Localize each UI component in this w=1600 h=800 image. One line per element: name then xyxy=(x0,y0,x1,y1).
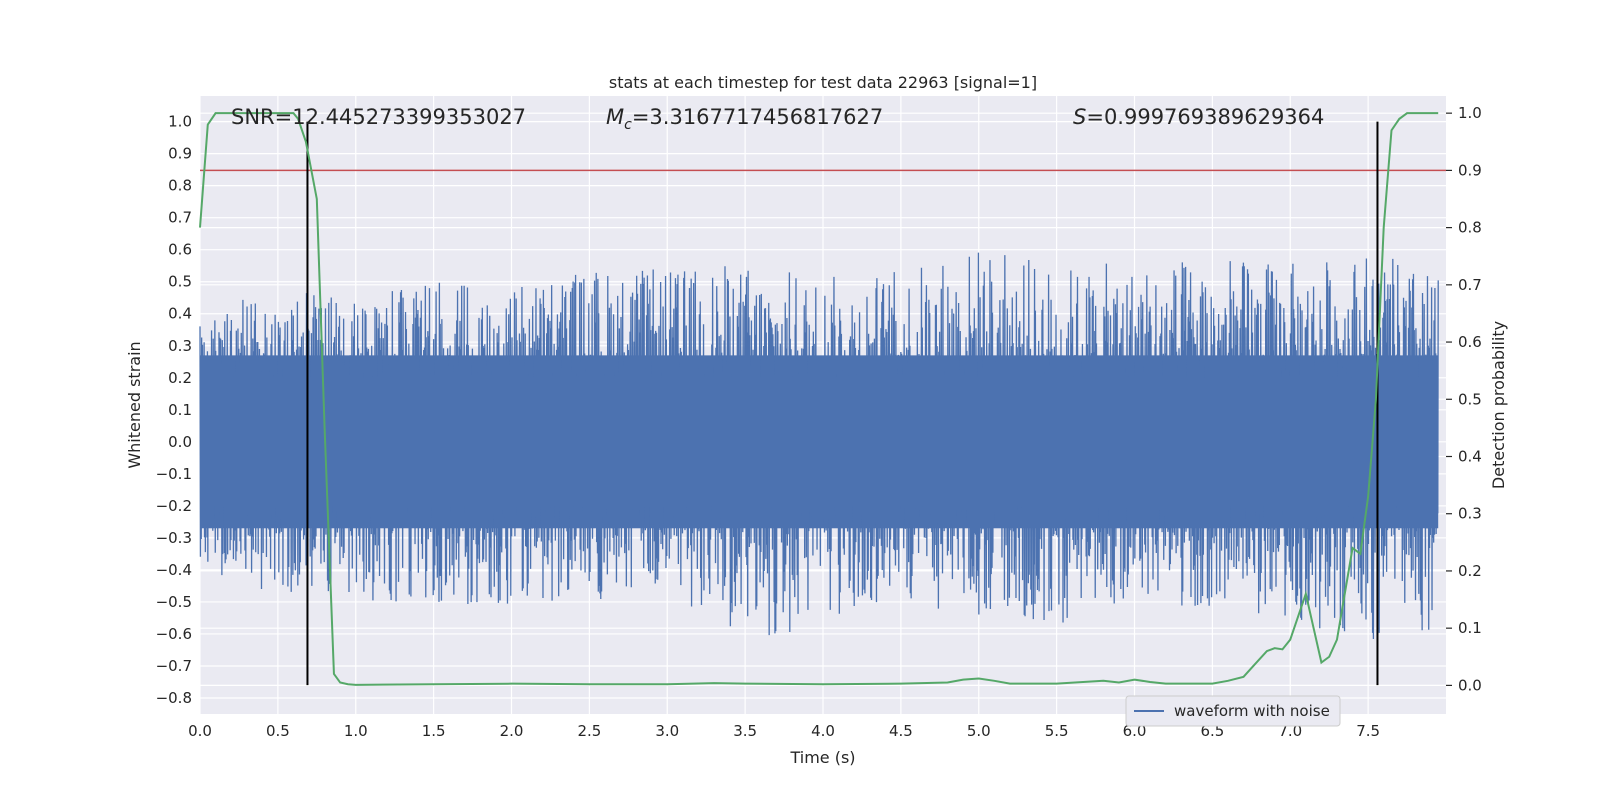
y2-tick-label: 1.0 xyxy=(1458,104,1482,122)
legend-box xyxy=(1125,695,1341,727)
x-tick-label: 5.0 xyxy=(967,722,991,740)
y2-ticks: 1.0 0.9 0.8 0.7 0.6 0.5 0.4 0.3 0.2 0.1 0.0 xyxy=(1446,104,1482,694)
y2-tick-label: 0.1 xyxy=(1458,619,1482,637)
y-tick-label: 0.4 xyxy=(168,305,192,323)
x-ticks: 0.0 0.5 1.0 1.5 2.0 2.5 3.0 3.5 4.0 4.5 5.0 5.5 6.0 6… xyxy=(188,722,1380,740)
y-tick-label: 0.0 xyxy=(168,433,192,451)
x-tick-label: 5.5 xyxy=(1045,722,1069,740)
reference-lines xyxy=(200,121,1446,686)
y2-tick-label: 0.8 xyxy=(1458,219,1482,237)
y-tick-label: 0.2 xyxy=(168,369,192,387)
y-tick-label: −0.5 xyxy=(156,593,192,611)
y-tick-label: 0.9 xyxy=(168,145,192,163)
legend: waveform with noise xyxy=(1125,695,1341,727)
y-tick-label: 0.7 xyxy=(168,209,192,227)
mc-symbol: M xyxy=(606,105,624,129)
snr-annotation: SNR=12.445273399353027 xyxy=(231,105,526,129)
y2-tick-label: 0.3 xyxy=(1458,505,1482,523)
y-tick-label: −0.2 xyxy=(156,497,192,515)
probability-line xyxy=(199,112,1439,686)
x-tick-label: 7.5 xyxy=(1356,722,1380,740)
y-tick-label: −0.6 xyxy=(156,625,192,643)
legend-label-waveform: waveform with noise xyxy=(1174,702,1330,720)
y-tick-label: 0.1 xyxy=(168,401,192,419)
x-tick-label: 4.5 xyxy=(889,722,913,740)
y-ticks: 1.0 0.9 0.8 0.7 0.6 0.5 0.4 0.3 0.2 0.1 0.0 −0.1 −0.… xyxy=(156,113,192,707)
probability-series xyxy=(199,112,1439,686)
x-tick-label: 1.0 xyxy=(344,722,368,740)
y-tick-label: −0.8 xyxy=(156,689,192,707)
x-axis-label: Time (s) xyxy=(789,748,855,767)
y2-tick-label: 0.7 xyxy=(1458,276,1482,294)
y-tick-label: 0.6 xyxy=(168,241,192,259)
x-tick-label: 2.5 xyxy=(577,722,601,740)
y-tick-label: −0.7 xyxy=(156,657,192,675)
x-tick-label: 2.0 xyxy=(500,722,524,740)
x-tick-label: 0.0 xyxy=(188,722,212,740)
y2-tick-label: 0.9 xyxy=(1458,161,1482,179)
x-tick-label: 4.0 xyxy=(811,722,835,740)
s-symbol: S xyxy=(1073,105,1086,129)
mc-subscript: c xyxy=(624,117,632,133)
y-tick-label: 0.3 xyxy=(168,337,192,355)
y2-tick-label: 0.6 xyxy=(1458,333,1482,351)
s-annotation: S=0.999769389629364 xyxy=(1073,105,1324,129)
y2-tick-label: 0.0 xyxy=(1458,676,1482,694)
y-tick-label: 0.8 xyxy=(168,177,192,195)
x-tick-label: 0.5 xyxy=(266,722,290,740)
y-tick-label: −0.3 xyxy=(156,529,192,547)
mc-value: =3.3167717456817627 xyxy=(632,105,883,129)
s-value: =0.999769389629364 xyxy=(1086,105,1324,129)
y2-tick-label: 0.2 xyxy=(1458,562,1482,580)
y2-tick-label: 0.4 xyxy=(1458,448,1482,466)
y-tick-label: 0.5 xyxy=(168,273,192,291)
waveform-line xyxy=(199,252,1439,639)
y2-axis-label: Detection probability xyxy=(1489,321,1508,489)
mc-annotation: Mc=3.3167717456817627 xyxy=(606,105,883,133)
y-tick-label: −0.4 xyxy=(156,561,192,579)
y-tick-label: −0.1 xyxy=(156,465,192,483)
y2-tick-label: 0.5 xyxy=(1458,390,1482,408)
y-axis-label: Whitened strain xyxy=(125,341,144,468)
chart-title: stats at each timestep for test data 229… xyxy=(609,73,1037,92)
waveform-series xyxy=(199,252,1439,639)
x-tick-label: 3.0 xyxy=(655,722,679,740)
x-tick-label: 1.5 xyxy=(422,722,446,740)
x-tick-label: 3.5 xyxy=(733,722,757,740)
y-tick-label: 1.0 xyxy=(168,113,192,131)
